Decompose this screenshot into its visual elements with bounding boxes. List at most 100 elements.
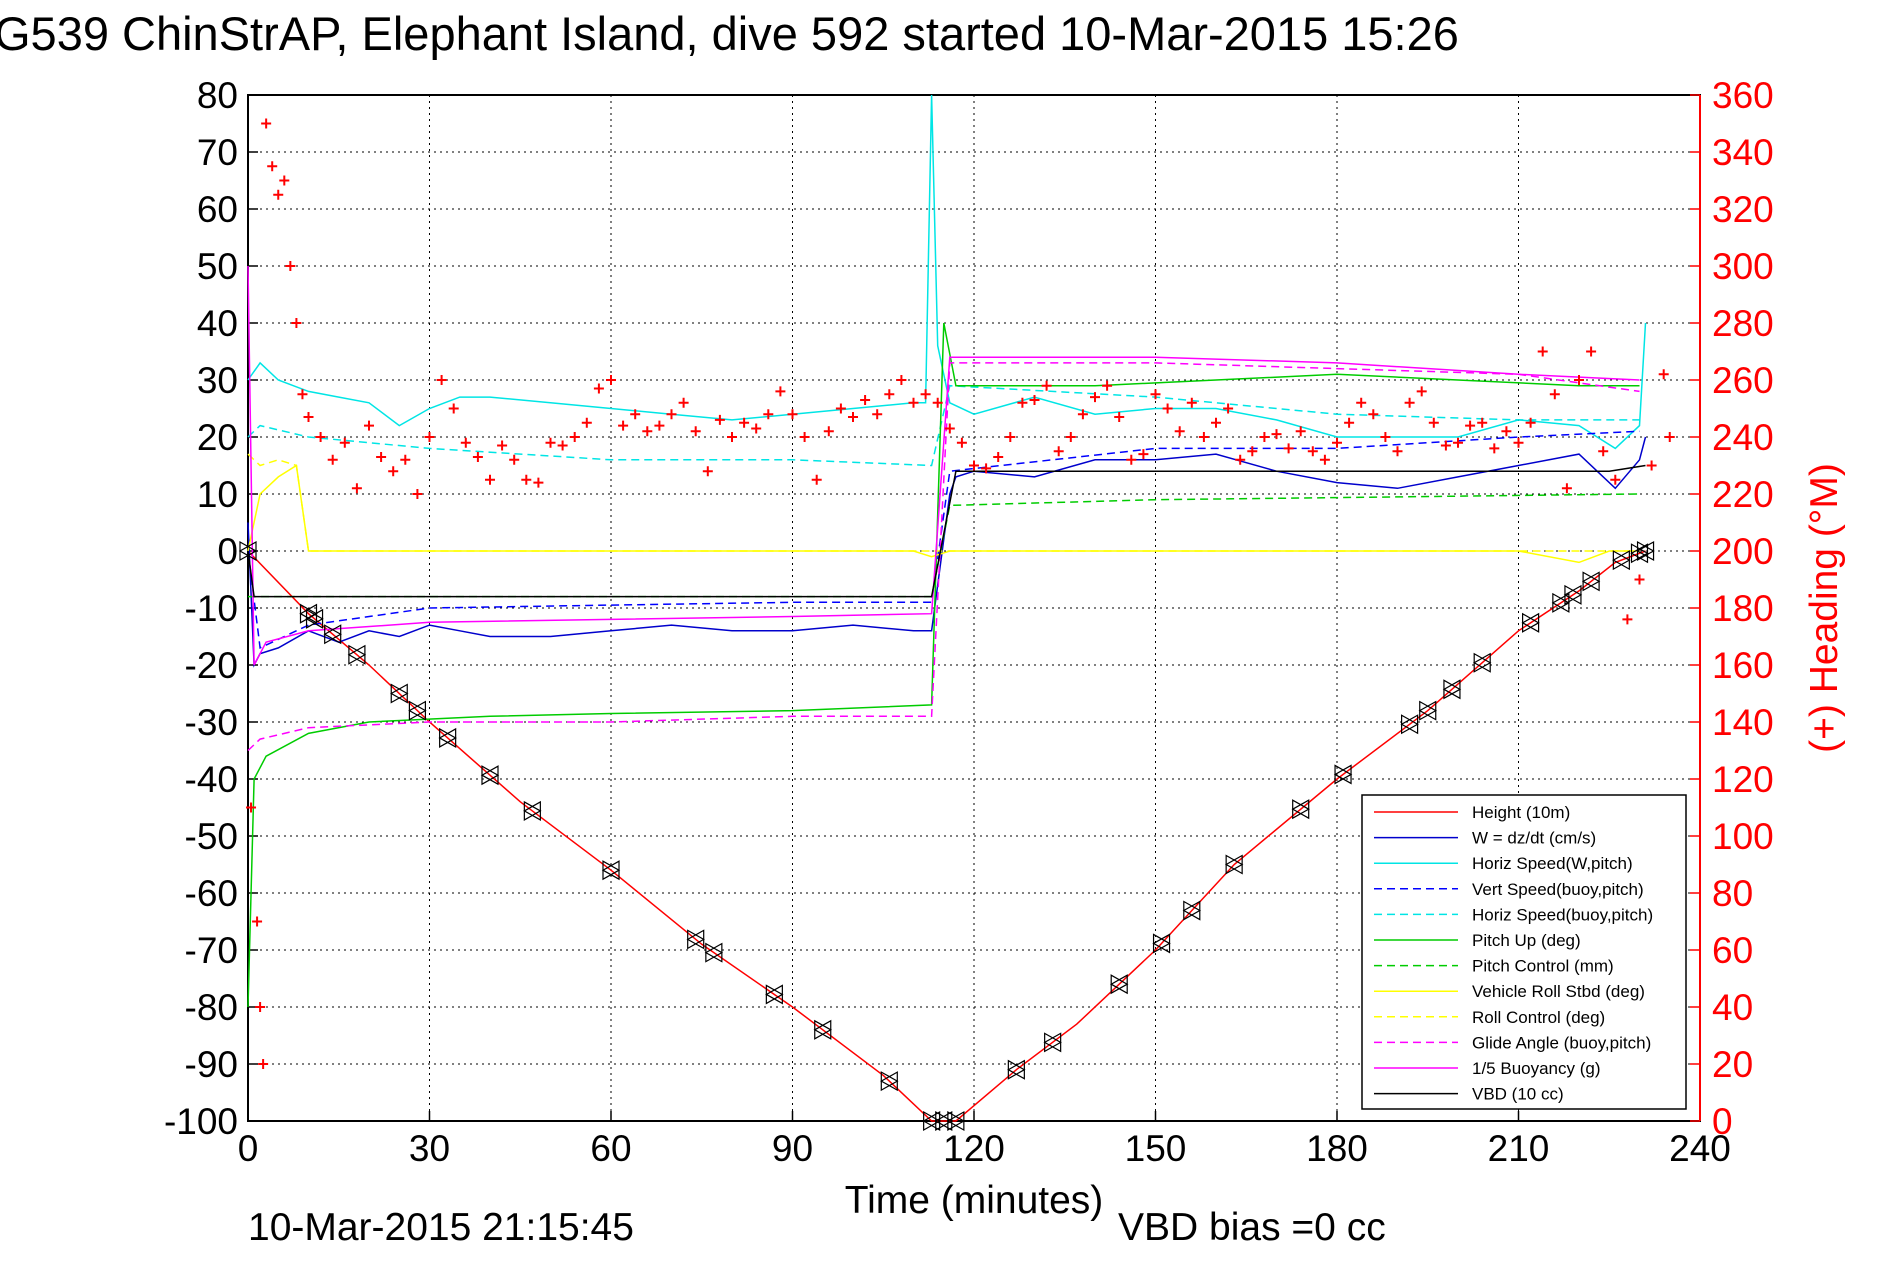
heading-point [472, 451, 483, 462]
heading-point [1114, 412, 1125, 423]
legend-label: VBD (10 cc) [1472, 1085, 1564, 1104]
heading-point [1598, 446, 1609, 457]
heading-point [412, 489, 423, 499]
heading-point [1465, 420, 1476, 431]
y-left-tick-label: -60 [185, 873, 238, 914]
heading-point [1053, 446, 1064, 457]
heading-point [981, 463, 992, 474]
footer-timestamp: 10-Mar-2015 21:15:45 [248, 1206, 634, 1249]
legend-label: Vert Speed(buoy,pitch) [1472, 880, 1644, 899]
x-tick-label: 90 [772, 1128, 813, 1169]
heading-point [896, 375, 907, 385]
y-left-tick-label: -20 [185, 645, 238, 686]
legend-label: Height (10m) [1472, 803, 1570, 822]
x-axis-ticks: 0 30 60 90 120 150 180 210 240 [238, 1111, 1731, 1169]
heading-point [593, 383, 604, 394]
heading-point [944, 423, 955, 434]
heading-point [291, 318, 302, 328]
depth-marker [1472, 652, 1491, 673]
depth-marker [1551, 592, 1570, 613]
heading-point [739, 417, 750, 428]
x-tick-label: 60 [590, 1128, 631, 1169]
heading-point [1658, 369, 1669, 380]
heading-point [448, 403, 459, 414]
y-right-tick-label: 60 [1712, 930, 1753, 971]
series-line [247, 453, 1640, 552]
legend-label: Vehicle Roll Stbd (deg) [1472, 982, 1645, 1001]
heading-point [908, 397, 919, 408]
heading-point [1392, 446, 1403, 457]
y-right-tick-label: 160 [1712, 645, 1774, 686]
heading-point [618, 420, 629, 431]
series-group [247, 94, 1647, 1122]
heading-point [666, 409, 677, 420]
heading-point [1574, 375, 1584, 385]
heading-point [581, 417, 592, 428]
heading-point [1368, 409, 1379, 420]
heading-point [1428, 417, 1439, 428]
depth-marker [238, 540, 257, 562]
depth-marker [1442, 679, 1461, 700]
heading-point [775, 386, 786, 397]
heading-point [364, 420, 374, 431]
depth-marker [1400, 714, 1419, 735]
heading-point [1150, 389, 1161, 400]
heading-point [1223, 403, 1234, 414]
heading-point [1162, 403, 1173, 414]
heading-point [1283, 443, 1294, 454]
heading-point [1489, 443, 1500, 454]
heading-point [533, 477, 544, 488]
series-line [247, 550, 1646, 1122]
x-tick-label: 150 [1125, 1128, 1187, 1169]
legend-label: Horiz Speed(W,pitch) [1472, 854, 1633, 873]
heading-point [1622, 614, 1633, 625]
heading-point [1065, 432, 1076, 442]
heading-point [485, 474, 495, 485]
heading-point [714, 414, 725, 425]
y-axis-left-ticks: 80 70 60 50 40 30 20 10 0 -10 -20 -30 -40 -50 -60 -70 -8… [164, 75, 258, 1142]
x-tick-label: 0 [238, 1128, 259, 1169]
depth-marker [480, 765, 499, 786]
depth-marker [1109, 974, 1128, 995]
y-right-tick-label: 220 [1712, 474, 1774, 515]
heading-point [823, 426, 834, 437]
chart-title: G539 ChinStrAP, Elephant Island, dive 59… [0, 7, 1459, 60]
heading-point [1513, 437, 1524, 448]
depth-marker [408, 700, 426, 721]
depth-markers [238, 540, 1655, 1132]
heading-point [835, 403, 846, 414]
heading-point [424, 432, 435, 442]
x-tick-label: 240 [1669, 1128, 1731, 1169]
heading-point [1440, 440, 1451, 451]
series-line [247, 436, 1647, 668]
heading-point [1029, 394, 1040, 405]
heading-point [932, 397, 943, 408]
heading-point [1077, 409, 1088, 420]
heading-point [497, 440, 508, 451]
depth-marker [305, 608, 324, 629]
heading-point [315, 432, 326, 442]
depth-marker [390, 683, 408, 704]
depth-marker [1007, 1059, 1025, 1080]
legend-label: W = dz/dt (cm/s) [1472, 829, 1596, 848]
heading-point [327, 454, 338, 465]
y-right-tick-label: 360 [1712, 75, 1774, 116]
heading-point [1380, 432, 1391, 442]
heading-point [1090, 392, 1100, 403]
heading-point [1586, 346, 1597, 357]
y-left-tick-label: -90 [185, 1044, 238, 1085]
depth-marker [438, 727, 457, 748]
x-tick-label: 180 [1306, 1128, 1368, 1169]
heading-point [258, 1059, 269, 1069]
y-left-tick-label: -80 [185, 987, 238, 1028]
heading-series [246, 118, 1675, 1069]
depth-marker [1636, 540, 1655, 562]
x-tick-label: 30 [409, 1128, 450, 1169]
depth-marker [1152, 933, 1171, 954]
heading-point [1501, 426, 1512, 437]
depth-marker [601, 860, 620, 881]
heading-point [303, 412, 314, 423]
heading-point [1549, 389, 1560, 400]
heading-point [1126, 454, 1137, 465]
heading-point [1017, 397, 1028, 408]
